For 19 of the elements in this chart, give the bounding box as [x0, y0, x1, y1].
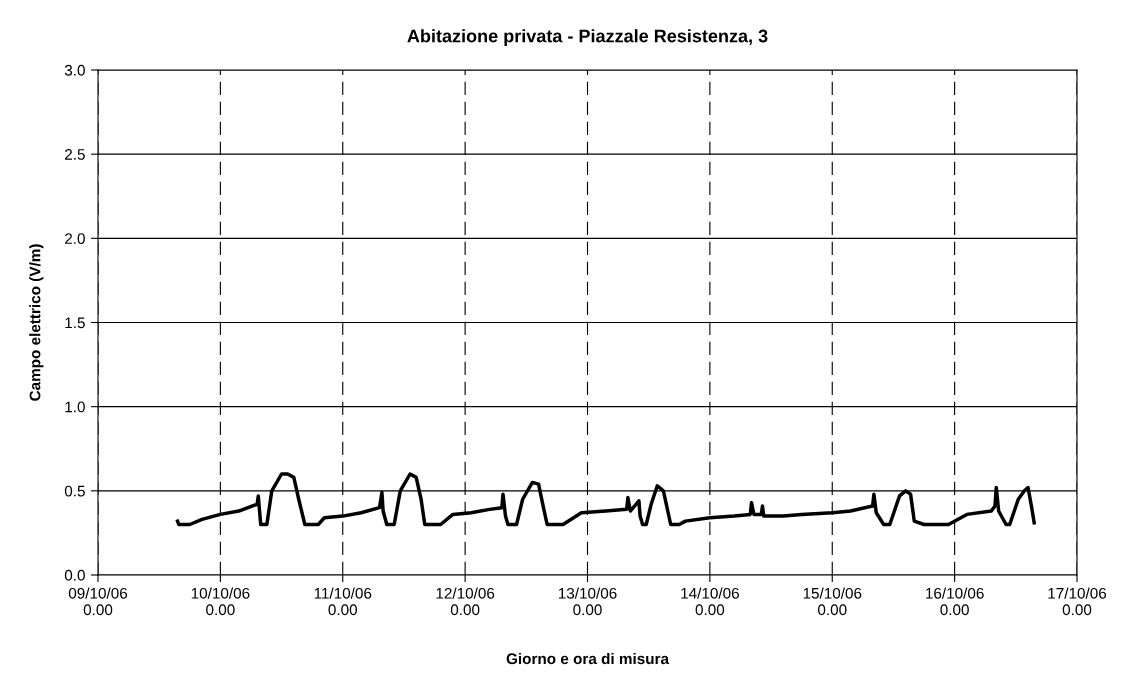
x-axis-title: Giorno e ora di misura — [506, 652, 670, 665]
y-tick-label: 2.0 — [65, 233, 85, 245]
y-axis-title: Campo elettrico (V/m) — [29, 244, 44, 401]
y-tick-label: 2.5 — [65, 149, 85, 160]
y-tick-label: 3.0 — [64, 64, 85, 76]
x-tick-label: 16/10/06 0.00 — [926, 587, 984, 616]
x-tick-label: 10/10/06 0.00 — [191, 587, 250, 616]
y-tick-label: 1.5 — [65, 317, 85, 329]
x-tick-label: 13/10/06 0.00 — [558, 587, 617, 616]
x-tick-label: 11/10/06 0.00 — [314, 587, 372, 616]
y-tick-label: 0.5 — [64, 485, 85, 497]
x-tick-label: 12/10/06 0.00 — [436, 587, 495, 616]
x-tick-label: 14/10/06 0.00 — [681, 587, 739, 616]
x-tick-label: 09/10/06 0.00 — [68, 587, 128, 616]
y-tick-label: 1.0 — [65, 401, 85, 413]
x-tick-label: 15/10/06 0.00 — [803, 587, 862, 616]
x-tick-label: 17/10/06 0.00 — [1048, 587, 1107, 616]
y-tick-label: 0.0 — [64, 569, 85, 581]
chart-title: Abitazione privata - Piazzale Resistenza, 3 — [407, 29, 768, 46]
